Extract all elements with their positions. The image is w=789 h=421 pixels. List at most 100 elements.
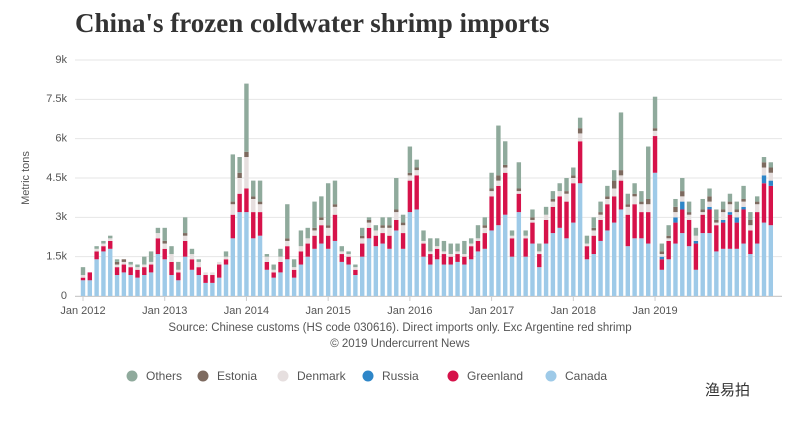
y-tick-label: 9k bbox=[55, 54, 67, 66]
bar-segment bbox=[625, 204, 630, 207]
bar-segment bbox=[121, 272, 127, 296]
bar-segment bbox=[741, 185, 746, 199]
bar-segment bbox=[516, 162, 522, 189]
bar-segment bbox=[734, 222, 739, 249]
bar-segment bbox=[101, 240, 106, 244]
bar-segment bbox=[639, 201, 644, 205]
bar-segment bbox=[278, 272, 283, 296]
y-tick-label: 4.5k bbox=[46, 172, 67, 184]
bar-segment bbox=[155, 254, 161, 296]
bar-segment bbox=[223, 264, 229, 296]
bar-segment bbox=[646, 212, 651, 244]
bar-segment bbox=[503, 141, 508, 165]
bar-segment bbox=[571, 175, 576, 178]
bar-segment bbox=[571, 178, 576, 184]
bar-segment bbox=[564, 193, 569, 202]
bar-segment bbox=[373, 246, 379, 296]
bar-segment bbox=[339, 261, 344, 296]
bar-segment bbox=[577, 141, 583, 184]
bar-segment bbox=[353, 267, 358, 270]
bar-segment bbox=[591, 230, 596, 236]
bar-segment bbox=[659, 259, 665, 270]
bar-segment bbox=[598, 240, 603, 296]
bar-segment bbox=[761, 222, 767, 296]
bar-segment bbox=[101, 251, 106, 296]
bar-segment bbox=[598, 212, 603, 215]
bar-segment bbox=[625, 206, 630, 215]
bar-segment bbox=[325, 183, 331, 226]
bar-segment bbox=[244, 188, 249, 213]
bar-segment bbox=[468, 259, 474, 296]
bar-segment bbox=[577, 117, 583, 129]
bar-segment bbox=[298, 251, 304, 265]
bar-segment bbox=[639, 212, 644, 239]
bar-segment bbox=[223, 259, 229, 265]
bar-segment bbox=[673, 243, 678, 296]
bar-segment bbox=[366, 222, 372, 228]
bar-segment bbox=[257, 204, 263, 213]
bar-segment bbox=[360, 256, 365, 296]
legend-label: Canada bbox=[565, 369, 607, 383]
bar-segment bbox=[94, 246, 99, 249]
bar-segment bbox=[768, 185, 774, 226]
bar-segment bbox=[550, 206, 556, 234]
bar-segment bbox=[394, 212, 399, 220]
bar-segment bbox=[537, 254, 542, 268]
bar-segment bbox=[271, 277, 276, 296]
bar-segment bbox=[121, 264, 127, 273]
bar-segment bbox=[768, 180, 774, 186]
bar-segment bbox=[537, 267, 542, 296]
bar-segment bbox=[114, 261, 120, 265]
legend-swatch bbox=[545, 370, 557, 382]
x-tick-label: Jan 2013 bbox=[142, 305, 187, 317]
bar-segment bbox=[278, 248, 283, 257]
bar-segment bbox=[162, 227, 167, 241]
bar-segment bbox=[169, 254, 174, 262]
bar-segment bbox=[230, 214, 236, 239]
bar-segment bbox=[291, 269, 297, 278]
bar-segment bbox=[496, 180, 501, 186]
bar-segment bbox=[611, 170, 617, 181]
bar-segment bbox=[503, 214, 508, 296]
bar-segment bbox=[632, 204, 637, 239]
bar-segment bbox=[285, 204, 290, 239]
bar-segment bbox=[680, 196, 685, 202]
bar-segment bbox=[503, 164, 508, 168]
bar-segment bbox=[189, 269, 195, 296]
bar-segment bbox=[366, 217, 372, 220]
bar-segment bbox=[714, 222, 719, 226]
bar-segment bbox=[557, 183, 562, 192]
bar-segment bbox=[312, 227, 317, 231]
bar-segment bbox=[748, 230, 753, 255]
bar-segment bbox=[632, 238, 637, 296]
bar-segment bbox=[271, 269, 276, 273]
bar-segment bbox=[727, 193, 733, 202]
legend-swatch bbox=[126, 370, 138, 382]
bar-segment bbox=[346, 264, 351, 296]
bar-segment bbox=[237, 178, 242, 194]
y-tick-label: 1.5k bbox=[46, 251, 67, 263]
bar-segment bbox=[251, 198, 256, 213]
bar-segment bbox=[754, 196, 760, 202]
bar-segment bbox=[441, 240, 447, 252]
bar-segment bbox=[407, 146, 413, 173]
bar-segment bbox=[611, 188, 617, 197]
bar-segment bbox=[571, 167, 576, 176]
bar-segment bbox=[611, 180, 617, 189]
bar-segment bbox=[407, 212, 413, 296]
bar-segment bbox=[353, 264, 358, 268]
bar-segment bbox=[257, 235, 263, 296]
bar-segment bbox=[182, 217, 188, 234]
bar-segment bbox=[462, 256, 467, 265]
bar-segment bbox=[761, 175, 767, 184]
bar-segment bbox=[503, 172, 508, 215]
bar-segment bbox=[455, 251, 460, 255]
bar-segment bbox=[680, 191, 685, 197]
bar-segment bbox=[748, 212, 753, 220]
bar-segment bbox=[237, 193, 242, 213]
legend-label: Others bbox=[146, 369, 182, 383]
bar-segment bbox=[203, 282, 208, 296]
bar-segment bbox=[564, 238, 569, 296]
bar-segment bbox=[598, 214, 603, 220]
bar-segment bbox=[462, 240, 467, 255]
